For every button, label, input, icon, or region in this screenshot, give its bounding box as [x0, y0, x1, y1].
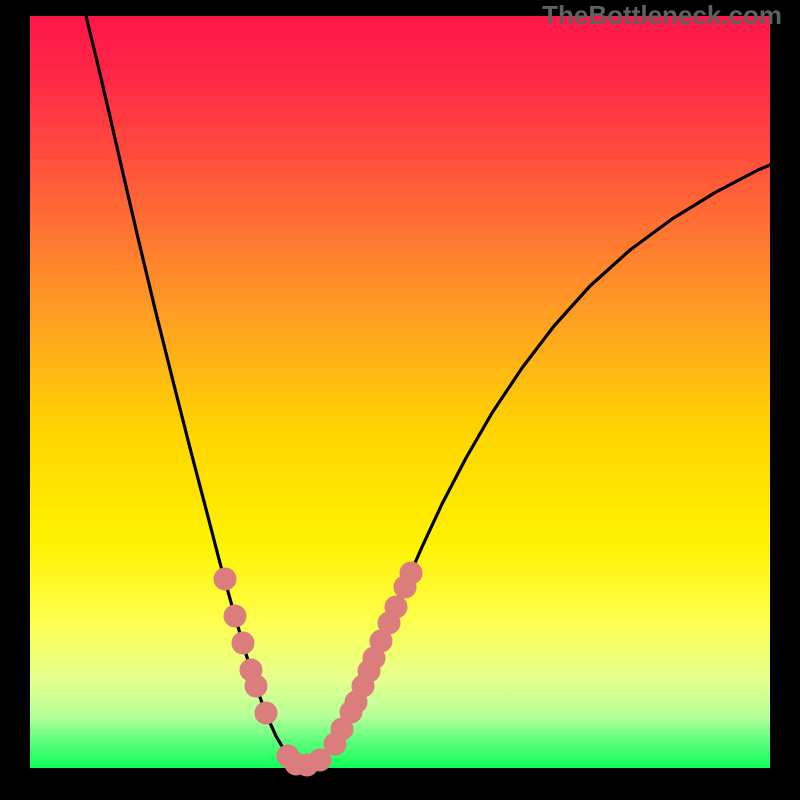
data-marker — [245, 675, 267, 697]
curve-left-branch — [86, 16, 302, 767]
figure-root: TheBottleneck.com — [0, 0, 800, 800]
data-marker — [214, 568, 236, 590]
data-marker — [400, 562, 422, 584]
data-marker — [385, 596, 407, 618]
data-marker — [255, 702, 277, 724]
watermark-text: TheBottleneck.com — [542, 0, 782, 31]
data-marker — [232, 632, 254, 654]
curve-layer — [0, 0, 800, 800]
data-marker — [224, 605, 246, 627]
